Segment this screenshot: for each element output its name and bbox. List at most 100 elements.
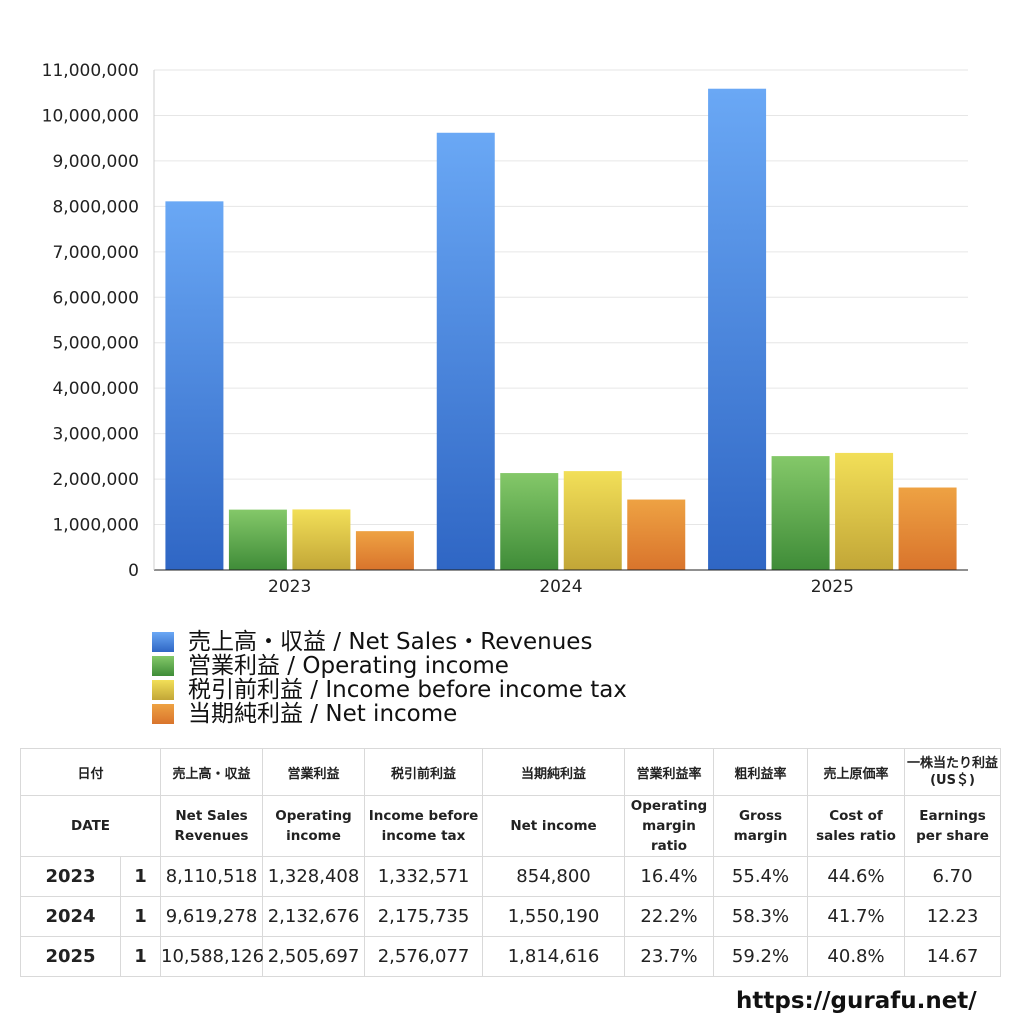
cell-net-income: 1,814,616 [482,936,626,977]
bar-2025-series-0 [708,88,767,570]
y-tick-label: 4,000,000 [52,379,139,399]
cell-eps: 12.23 [904,896,1002,937]
cell-net-sales: 10,588,126 [160,936,264,977]
bar-2023-series-1 [228,509,287,570]
legend-item-income-before-tax: 税引前利益 / Income before income tax [152,678,627,702]
bar-2023-series-0 [165,201,224,570]
cell-net-sales: 8,110,518 [160,856,264,897]
source-url[interactable]: https://gurafu.net/ [736,988,977,1014]
legend-label-net-income: 当期純利益 / Net income [188,701,458,727]
y-tick-label: 0 [128,561,139,581]
header-gross-margin-en: Gross margin [713,795,809,857]
table-header-en: DATE Net Sales Revenues Operating income… [19,795,1002,857]
cell-quarter: 1 [119,856,162,897]
cell-eps: 6.70 [904,856,1002,897]
cell-income-before-tax: 2,175,735 [364,896,484,937]
table-row: 2025 1 10,588,126 2,505,697 2,576,077 1,… [20,936,1002,977]
header-gross-margin-ja: 粗利益率 [713,748,809,796]
bar-2025-series-2 [835,452,894,570]
y-tick-label: 9,000,000 [52,152,139,172]
cell-operating-income: 2,132,676 [262,896,366,937]
cell-year: 2024 [20,896,121,937]
legend-swatch-net-sales [152,632,174,652]
header-cost-ratio-ja: 売上原価率 [807,748,906,796]
table-header-ja: 日付 売上高・収益 営業利益 税引前利益 当期純利益 営業利益率 粗利益率 売上… [19,748,1002,796]
legend-label-operating-income: 営業利益 / Operating income [188,653,509,679]
header-net-sales-en: Net Sales Revenues [160,795,264,857]
header-cost-ratio-en: Cost of sales ratio [807,795,906,857]
bar-2023-series-3 [355,531,414,570]
x-tick-label: 2024 [539,577,582,597]
table-row: 2024 1 9,619,278 2,132,676 2,175,735 1,5… [20,896,1002,937]
cell-operating-income: 1,328,408 [262,856,366,897]
cell-income-before-tax: 2,576,077 [364,936,484,977]
y-tick-label: 7,000,000 [52,243,139,263]
header-income-before-tax-en: Income before income tax [364,795,484,857]
y-tick-label: 1,000,000 [52,516,139,536]
bar-chart: 0 1,000,000 2,000,000 3,000,000 4,000,000 5,0… [42,61,968,597]
header-eps-en: Earnings per share [904,795,1002,857]
legend-swatch-net-income [152,704,174,724]
bars [165,88,957,571]
header-date-ja: 日付 [19,748,162,796]
cell-gross-margin: 55.4% [713,856,809,897]
header-operating-margin-en: Operating margin ratio [624,795,715,857]
y-tick-label: 2,000,000 [52,470,139,490]
y-axis-ticks: 0 1,000,000 2,000,000 3,000,000 4,000,000 5,0… [42,61,139,581]
gridlines [154,69,968,526]
header-income-before-tax-ja: 税引前利益 [364,748,484,796]
legend-swatch-income-before-tax [152,680,174,700]
y-tick-label: 10,000,000 [42,106,139,126]
y-tick-label: 5,000,000 [52,334,139,354]
cell-net-income: 1,550,190 [482,896,626,937]
cell-operating-income: 2,505,697 [262,936,366,977]
bar-2024-series-1 [500,473,559,570]
cell-cost-ratio: 44.6% [807,856,906,897]
legend-item-net-income: 当期純利益 / Net income [152,702,627,726]
x-axis-ticks: 2023 2024 2025 [268,577,854,597]
cell-year: 2023 [20,856,121,897]
cell-net-income: 854,800 [482,856,626,897]
cell-gross-margin: 59.2% [713,936,809,977]
legend-item-net-sales: 売上高・収益 / Net Sales・Revenues [152,630,627,654]
legend-swatch-operating-income [152,656,174,676]
chart-legend: 売上高・収益 / Net Sales・Revenues 営業利益 / Opera… [152,630,627,726]
y-tick-label: 8,000,000 [52,197,139,217]
header-net-income-en: Net income [482,795,626,857]
cell-quarter: 1 [119,936,162,977]
bar-2024-series-0 [436,132,495,571]
bar-2024-series-3 [627,499,686,570]
legend-label-net-sales: 売上高・収益 / Net Sales・Revenues [188,629,593,655]
x-tick-label: 2023 [268,577,311,597]
header-operating-margin-ja: 営業利益率 [624,748,715,796]
bar-2025-series-3 [898,487,957,570]
header-operating-income-ja: 営業利益 [262,748,366,796]
cell-operating-margin: 23.7% [624,936,715,977]
header-net-sales-ja: 売上高・収益 [160,748,264,796]
cell-income-before-tax: 1,332,571 [364,856,484,897]
bar-2024-series-2 [563,471,622,570]
cell-net-sales: 9,619,278 [160,896,264,937]
cell-quarter: 1 [119,896,162,937]
legend-item-operating-income: 営業利益 / Operating income [152,654,627,678]
y-tick-label: 3,000,000 [52,425,139,445]
cell-gross-margin: 58.3% [713,896,809,937]
table-row: 2023 1 8,110,518 1,328,408 1,332,571 854… [20,856,1002,897]
header-operating-income-en: Operating income [262,795,366,857]
legend-label-income-before-tax: 税引前利益 / Income before income tax [188,677,627,703]
cell-cost-ratio: 40.8% [807,936,906,977]
header-date-en: DATE [19,795,162,857]
cell-operating-margin: 16.4% [624,856,715,897]
bar-2023-series-2 [292,509,351,570]
header-net-income-ja: 当期純利益 [482,748,626,796]
cell-year: 2025 [20,936,121,977]
cell-eps: 14.67 [904,936,1002,977]
y-tick-label: 6,000,000 [52,288,139,308]
x-tick-label: 2025 [811,577,854,597]
bar-2025-series-1 [771,456,830,570]
header-eps-ja: 一株当たり利益 (US＄) [904,748,1002,796]
financial-table: 日付 売上高・収益 営業利益 税引前利益 当期純利益 営業利益率 粗利益率 売上… [19,748,1002,977]
cell-cost-ratio: 41.7% [807,896,906,937]
y-tick-label: 11,000,000 [42,61,139,81]
cell-operating-margin: 22.2% [624,896,715,937]
